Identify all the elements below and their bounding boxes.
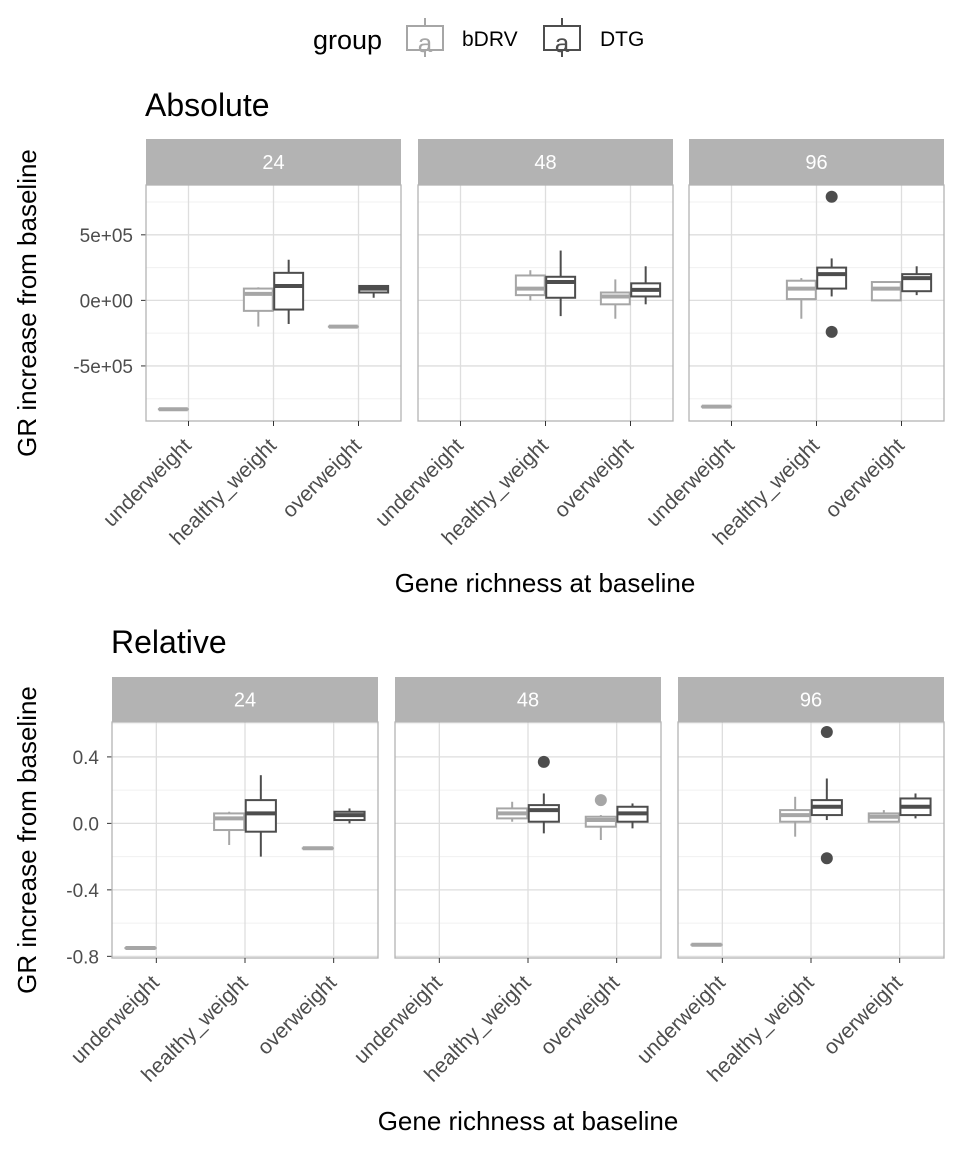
facet-strip	[689, 139, 944, 185]
box-overweight-bdrv	[870, 281, 902, 302]
x-tick-label: underweight	[67, 971, 164, 1068]
box-overweight-bdrv	[599, 279, 631, 319]
box-healthy_weight-dtg	[244, 775, 277, 857]
y-tick-label: 5e+05	[80, 226, 133, 247]
x-tick-label: overweight	[253, 971, 341, 1059]
box-overweight-bdrv	[584, 794, 617, 840]
box-outlier	[594, 794, 607, 807]
box-healthy_weight-dtg	[273, 259, 305, 324]
box-overweight-bdrv	[867, 810, 900, 823]
legend-key-glyph: a	[555, 28, 570, 58]
relative-chart: Relative GR increase from baseline Gene ri…	[12, 624, 945, 1136]
box-healthy_weight-bdrv	[514, 270, 546, 301]
box-healthy_weight-bdrv	[785, 278, 817, 319]
facet-strip-label: 48	[517, 690, 539, 712]
box-healthy_weight-dtg	[810, 725, 843, 865]
facet-strip	[146, 139, 401, 185]
legend-title: group	[313, 25, 382, 55]
box-outlier	[825, 325, 838, 338]
box-outlier	[820, 725, 833, 738]
box-outlier	[537, 755, 550, 768]
box-body	[870, 281, 902, 302]
x-tick-label: overweight	[821, 434, 909, 522]
legend-key-dtg: a	[543, 18, 581, 58]
box-healthy_weight-bdrv	[242, 287, 274, 327]
box-body	[545, 275, 577, 299]
facet-strip	[112, 677, 378, 722]
box-body	[816, 266, 848, 290]
facet-strip	[418, 139, 673, 185]
box-healthy_weight-dtg	[545, 250, 577, 317]
y-tick-label: 0.4	[73, 748, 100, 769]
box-overweight-dtg	[630, 266, 662, 305]
box-outlier	[825, 190, 838, 203]
box-overweight-dtg	[616, 803, 649, 829]
box-outlier	[820, 852, 833, 865]
box-healthy_weight-bdrv	[779, 796, 812, 837]
y-axis-label: GR increase from baseline	[12, 686, 42, 994]
legend-key-glyph: a	[418, 28, 433, 58]
facet-strip-label: 24	[234, 690, 256, 712]
facet-strip-label: 48	[534, 152, 556, 174]
x-tick-label: overweight	[819, 971, 907, 1059]
y-tick-label: -0.8	[66, 947, 99, 968]
box-healthy_weight-dtg	[816, 190, 848, 338]
box-overweight-dtg	[899, 793, 932, 819]
legend-label-dtg: DTG	[600, 28, 644, 51]
x-tick-label: overweight	[278, 434, 366, 522]
box-overweight-dtg	[358, 284, 390, 298]
box-body	[514, 274, 546, 297]
y-tick-label: -0.4	[66, 881, 99, 902]
chart-title: Relative	[111, 624, 227, 660]
chart-title: Absolute	[145, 87, 270, 123]
facet-strip	[678, 677, 944, 722]
box-healthy_weight-bdrv	[496, 801, 529, 822]
facet-strip-label: 96	[805, 152, 827, 174]
y-axis-label: GR increase from baseline	[12, 149, 42, 457]
legend-label-bdrv: bDRV	[462, 28, 518, 51]
y-tick-label: 0e+00	[80, 291, 133, 312]
box-overweight-dtg	[333, 808, 366, 824]
box-body	[244, 799, 277, 833]
legend: group a bDRV a DTG	[313, 18, 644, 58]
absolute-chart: Absolute GR increase from baseline Gene ri…	[12, 87, 945, 598]
facet-strip	[395, 677, 661, 722]
box-healthy_weight-bdrv	[213, 811, 246, 845]
box-body	[527, 804, 560, 823]
x-tick-label: overweight	[536, 971, 624, 1059]
facet-strip-label: 96	[800, 690, 822, 712]
legend-key-bdrv: a	[406, 18, 444, 58]
y-tick-label: 0.0	[73, 814, 99, 835]
box-body	[273, 271, 305, 311]
x-tick-label: underweight	[350, 971, 447, 1068]
x-tick-label: underweight	[633, 971, 730, 1068]
x-tick-label: overweight	[550, 434, 638, 522]
x-axis-label: Gene richness at baseline	[378, 1106, 679, 1136]
facet-strip-label: 24	[262, 152, 284, 174]
box-body	[213, 812, 246, 832]
box-healthy_weight-dtg	[527, 755, 560, 834]
y-tick-label: -5e+05	[73, 357, 133, 378]
x-axis-label: Gene richness at baseline	[395, 568, 696, 598]
box-overweight-dtg	[901, 266, 933, 296]
